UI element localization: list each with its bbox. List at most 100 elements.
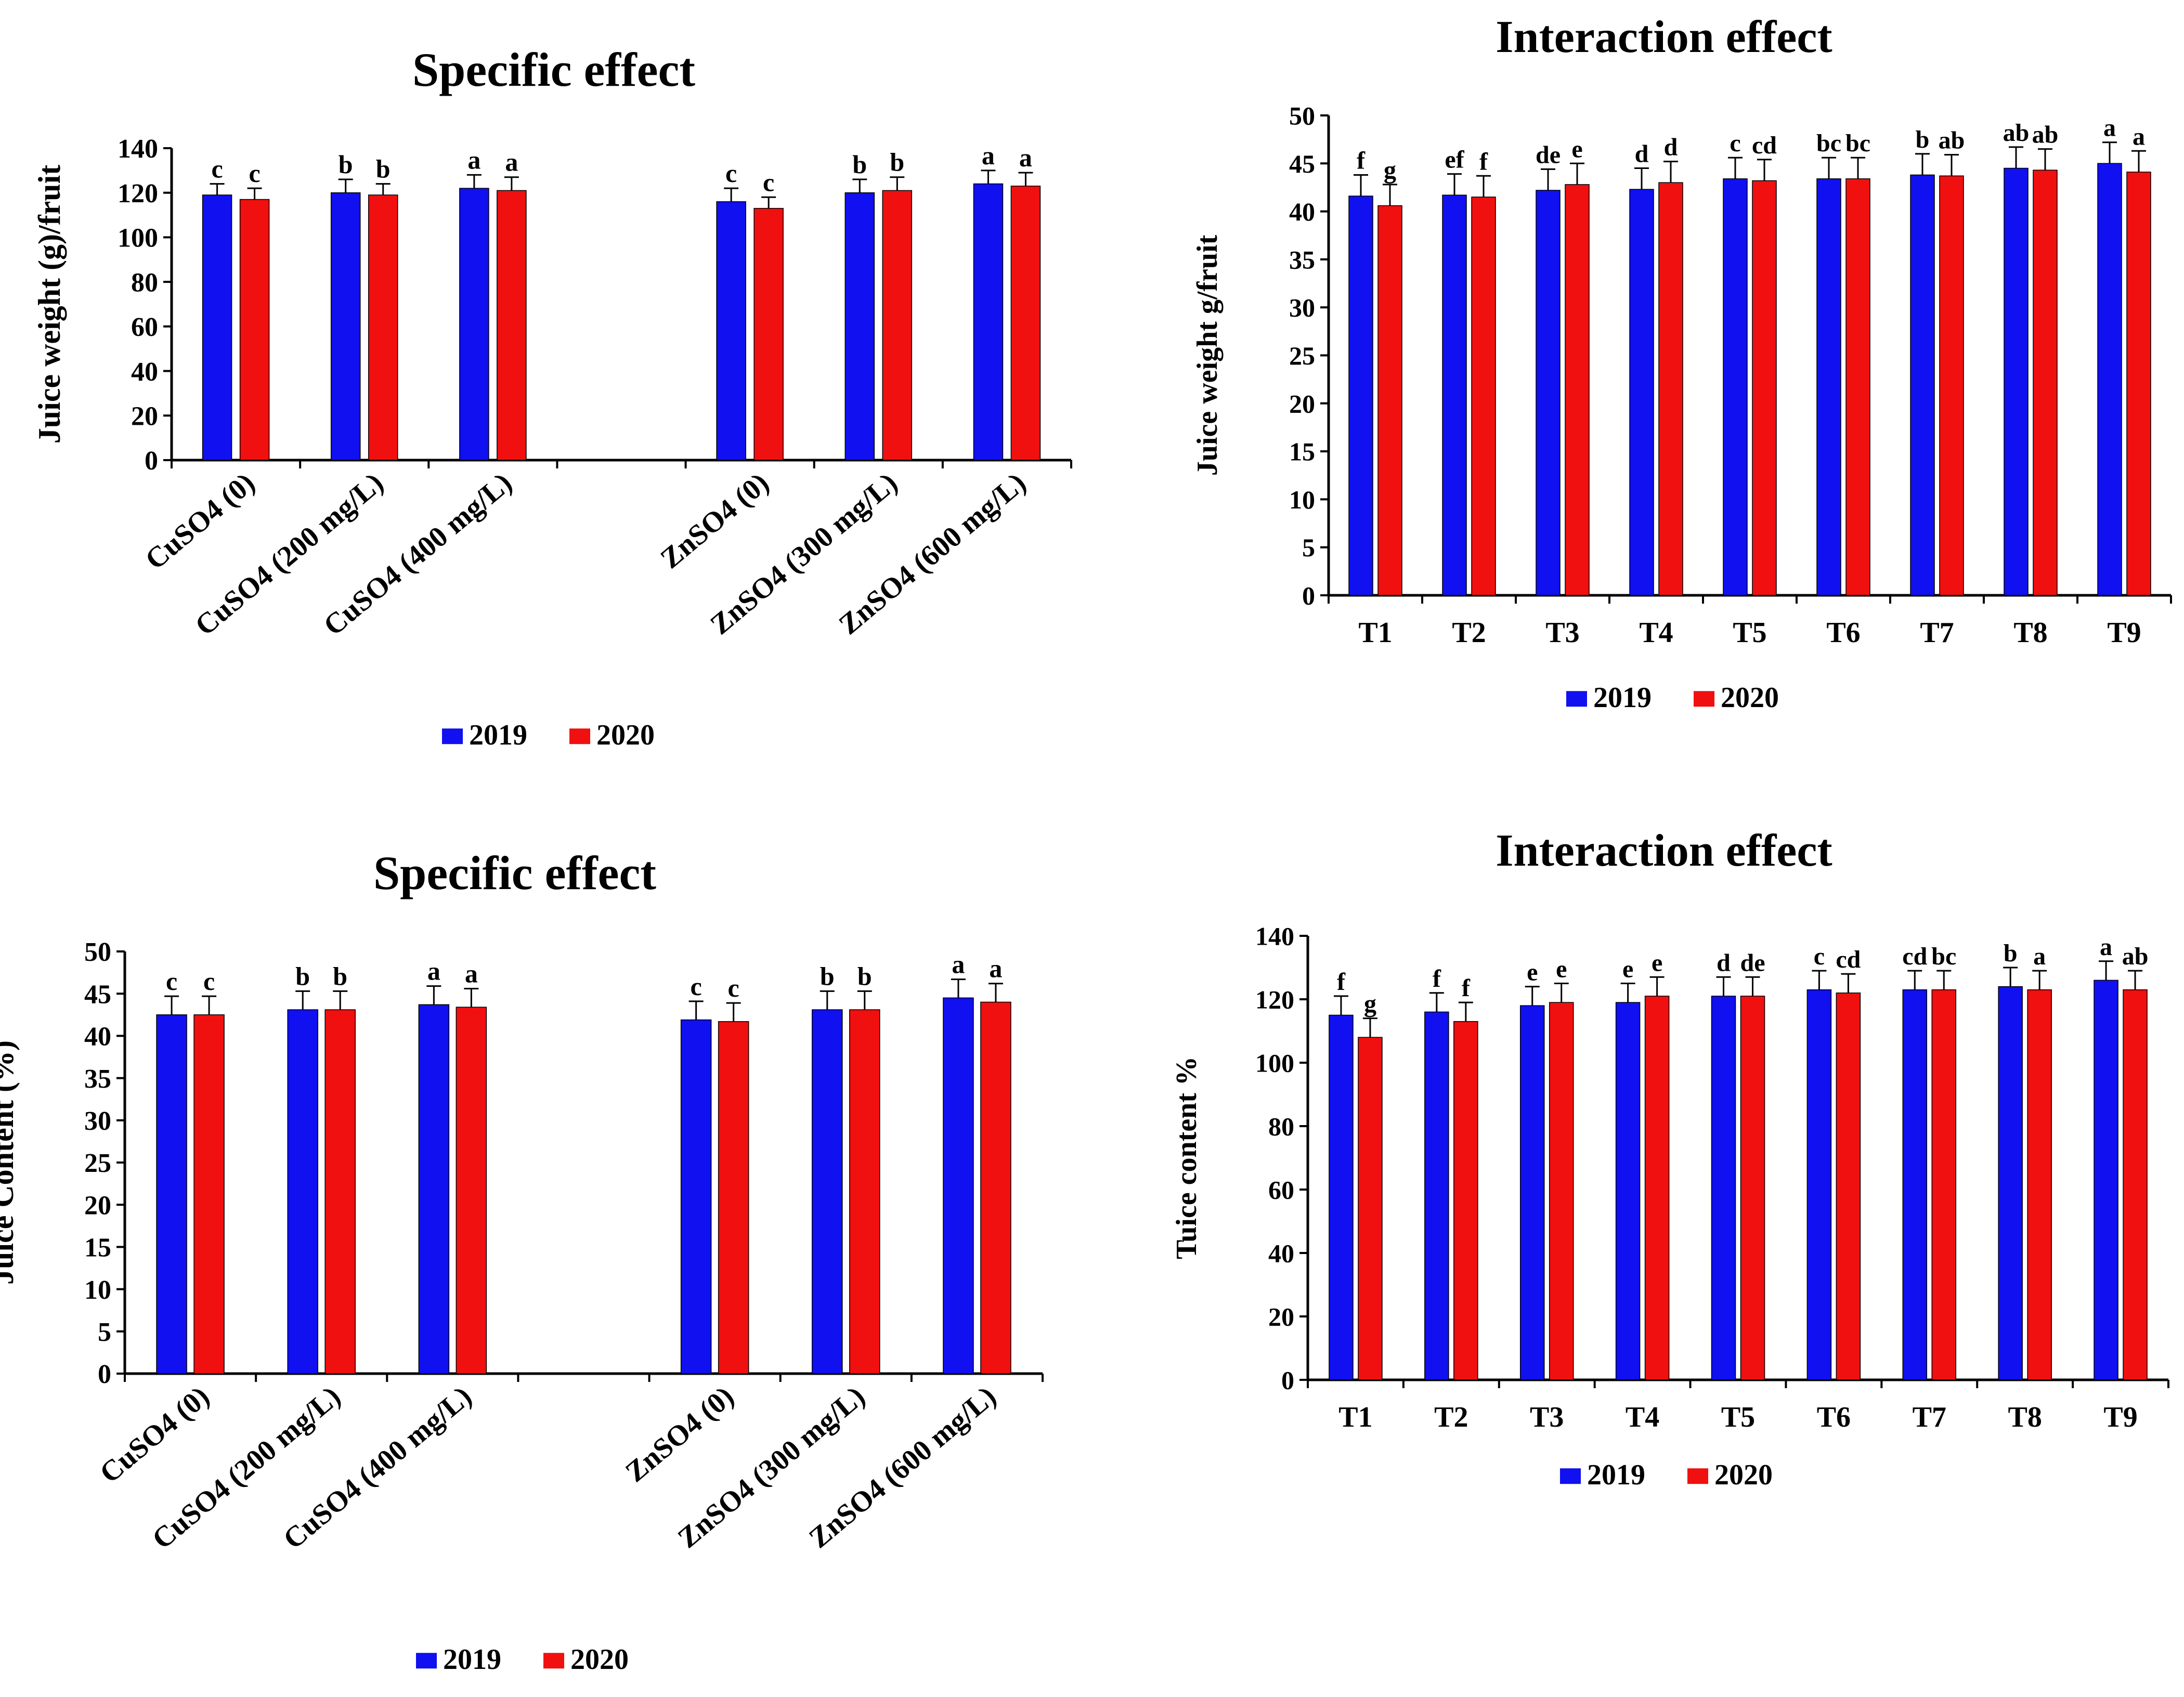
y-tick-label: 20 bbox=[131, 401, 158, 431]
panel-juice-weight-interaction: Interaction effect Juice weight g/fruit 0 5… bbox=[1113, 0, 2184, 795]
y-tick-label: 80 bbox=[1268, 1112, 1294, 1141]
bar-2020-t2 bbox=[1453, 1021, 1478, 1380]
bar-2020-znso4-0- bbox=[753, 207, 784, 461]
significance-label: b bbox=[1916, 126, 1930, 153]
significance-label: e bbox=[1622, 956, 1633, 983]
y-tick-label: 120 bbox=[1255, 985, 1294, 1014]
significance-label: e bbox=[1571, 135, 1582, 163]
x-tick-label: T3 bbox=[1530, 1401, 1564, 1433]
significance-label: c bbox=[728, 973, 739, 1002]
y-tick-label: 120 bbox=[118, 179, 158, 208]
y-tick-label: 0 bbox=[1281, 1366, 1294, 1395]
bar-2019-t1 bbox=[1348, 195, 1373, 596]
y-tick-label: 15 bbox=[84, 1233, 111, 1263]
y-tick-label: 5 bbox=[1302, 533, 1315, 562]
bar-2019-cuso4-0- bbox=[156, 1014, 187, 1374]
significance-label: e bbox=[1556, 956, 1567, 983]
significance-label: a bbox=[952, 950, 965, 979]
legend: 2019 2020 bbox=[1560, 1459, 1773, 1491]
x-tick-label: T2 bbox=[1434, 1401, 1468, 1433]
bar-2019-cuso4-400-mg-l- bbox=[418, 1004, 450, 1374]
significance-label: bc bbox=[1816, 129, 1841, 157]
bar-2020-t6 bbox=[1845, 178, 1870, 596]
significance-label: f bbox=[1479, 148, 1488, 175]
significance-label: b bbox=[852, 150, 867, 179]
bar-2020-t2 bbox=[1471, 197, 1496, 596]
legend-swatch-2019 bbox=[442, 728, 463, 745]
bar-2020-t8 bbox=[2033, 169, 2058, 596]
y-axis-label: Juice weight g/fruit bbox=[1191, 234, 1224, 476]
bar-2020-t5 bbox=[1740, 996, 1765, 1380]
y-tick-label: 30 bbox=[84, 1106, 111, 1136]
x-tick-label: T5 bbox=[1721, 1401, 1755, 1433]
bar-2019-t2 bbox=[1424, 1011, 1449, 1380]
significance-label: a bbox=[2133, 123, 2145, 150]
bar-2020-t7 bbox=[1939, 175, 1964, 596]
significance-label: c bbox=[1814, 943, 1825, 970]
x-tick-label: T9 bbox=[2107, 617, 2141, 649]
bar-2019-znso4-600-mg-l- bbox=[943, 997, 974, 1374]
significance-label: c bbox=[691, 972, 702, 1001]
legend-label-2019: 2019 bbox=[1593, 682, 1652, 714]
bar-2019-t1 bbox=[1329, 1014, 1354, 1380]
significance-label: b bbox=[339, 150, 353, 179]
y-tick-label: 5 bbox=[98, 1317, 111, 1347]
significance-label: b bbox=[295, 961, 310, 990]
y-tick-label: 0 bbox=[145, 446, 158, 476]
bar-2019-znso4-600-mg-l- bbox=[973, 183, 1004, 461]
significance-label: c bbox=[211, 154, 223, 184]
legend-swatch-2020 bbox=[543, 1653, 564, 1669]
significance-label: e bbox=[1527, 959, 1538, 986]
significance-label: b bbox=[376, 154, 391, 184]
chart-svg: Specific effect Juice weight (g)/fruit 0 20… bbox=[32, 43, 1072, 751]
bar-2020-znso4-300-mg-l- bbox=[849, 1009, 880, 1374]
significance-label: c bbox=[725, 159, 737, 188]
panel-juice-content-interaction: Interaction effect Tuice content % 0 20 40 60… bbox=[1113, 795, 2184, 1697]
legend-swatch-2019 bbox=[1566, 691, 1587, 707]
x-tick-label: T3 bbox=[1545, 617, 1579, 649]
legend-label-2020: 2020 bbox=[1721, 682, 1779, 714]
significance-label: ab bbox=[2122, 943, 2149, 970]
bar-2019-t8 bbox=[2004, 167, 2029, 596]
bar-2019-t2 bbox=[1442, 194, 1467, 596]
y-tick-label: 40 bbox=[1289, 197, 1315, 226]
bar-2019-t5 bbox=[1723, 178, 1748, 596]
y-tick-label: 25 bbox=[1289, 341, 1315, 370]
bar-2020-cuso4-400-mg-l- bbox=[497, 190, 527, 461]
bar-2019-t4 bbox=[1629, 189, 1654, 596]
y-tick-label: 0 bbox=[98, 1360, 111, 1389]
x-tick-label: CuSO4 (0) bbox=[139, 466, 261, 576]
y-tick-label: 40 bbox=[84, 1022, 111, 1052]
legend-label-2019: 2019 bbox=[469, 719, 527, 751]
x-tick-label: CuSO4 (0) bbox=[94, 1380, 215, 1490]
y-tick-label: 10 bbox=[1289, 485, 1315, 514]
x-tick-label: T1 bbox=[1338, 1401, 1372, 1433]
y-tick-label: 40 bbox=[1268, 1239, 1294, 1268]
legend-swatch-2020 bbox=[1694, 691, 1714, 707]
legend-swatch-2019 bbox=[416, 1653, 437, 1669]
chart-title: Specific effect bbox=[373, 846, 656, 899]
significance-label: a bbox=[427, 957, 440, 986]
bar-2019-znso4-300-mg-l- bbox=[844, 192, 875, 461]
bar-2019-t7 bbox=[1910, 174, 1935, 596]
bar-2020-t8 bbox=[2027, 989, 2052, 1380]
bar-2019-znso4-0- bbox=[716, 201, 746, 461]
chart-svg: Interaction effect Tuice content % 0 20 40 60… bbox=[1171, 826, 2169, 1491]
x-tick-label: T2 bbox=[1452, 617, 1486, 649]
significance-label: b bbox=[857, 961, 872, 990]
y-tick-label: 50 bbox=[84, 937, 111, 967]
x-tick-label: T7 bbox=[1913, 1401, 1946, 1433]
bar-2020-t9 bbox=[2126, 172, 2151, 596]
significance-label: c bbox=[763, 167, 774, 197]
chart-title: Interaction effect bbox=[1496, 826, 1832, 876]
y-axis-label: Juice Content (%) bbox=[0, 1040, 20, 1285]
bar-2019-znso4-300-mg-l- bbox=[812, 1009, 843, 1374]
bar-2019-t9 bbox=[2094, 980, 2118, 1380]
significance-label: f bbox=[1433, 965, 1441, 993]
bar-2019-znso4-0- bbox=[680, 1019, 712, 1374]
bar-2020-cuso4-0- bbox=[239, 199, 270, 461]
y-tick-label: 20 bbox=[1289, 389, 1315, 418]
x-tick-label: T4 bbox=[1626, 1401, 1659, 1433]
bar-2019-cuso4-400-mg-l- bbox=[459, 188, 489, 461]
y-tick-label: 20 bbox=[84, 1191, 111, 1220]
